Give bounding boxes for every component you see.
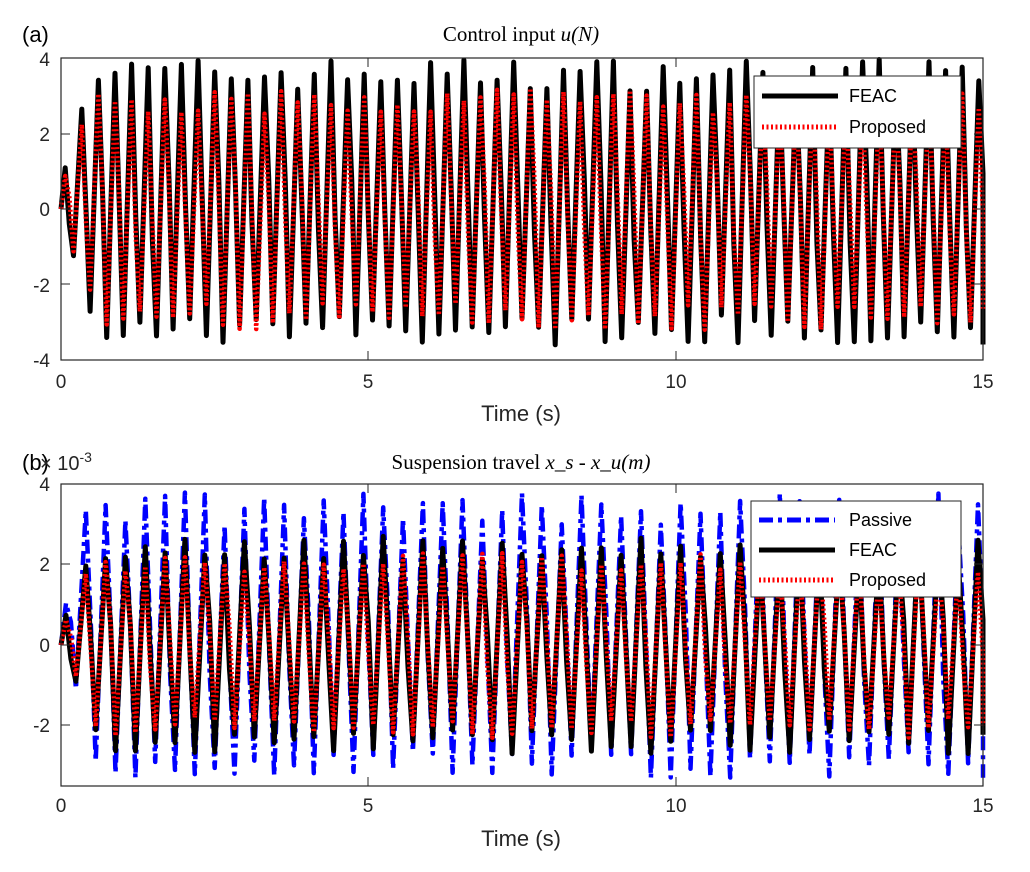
panel-a-label: (a): [22, 22, 49, 47]
panel-b-xlabel: Time (s): [481, 826, 561, 851]
panel-a-ytick-neg4: -4: [33, 351, 50, 372]
panel-a-xtick-5: 5: [363, 372, 374, 393]
panel-a-tick-marks: [61, 58, 983, 360]
panel-b: (b) × 10-3 Suspension travel x_s - x_u(m…: [22, 449, 994, 851]
panel-b-ytick-2: 2: [39, 555, 50, 576]
panel-b-axes-box: [60, 483, 984, 787]
panel-b-xtick-5: 5: [363, 796, 374, 817]
panel-b-legend-feac: FEAC: [849, 540, 897, 560]
panel-a-ytick-4: 4: [39, 50, 50, 71]
panel-b-xtick-10: 10: [665, 796, 686, 817]
panel-a-legend: FEAC Proposed: [753, 75, 962, 149]
panel-a-legend-proposed: Proposed: [849, 117, 926, 137]
panel-a-ytick-0: 0: [39, 200, 50, 221]
panel-b-legend-proposed: Proposed: [849, 570, 926, 590]
panel-b-legend-passive: Passive: [849, 510, 912, 530]
panel-a-xtick-10: 10: [665, 372, 686, 393]
panel-b-xtick-0: 0: [56, 796, 67, 817]
panel-b-exponent: × 10-3: [40, 449, 92, 475]
panel-a-ytick-2: 2: [39, 125, 50, 146]
panel-b-ytick-neg2: -2: [33, 716, 50, 737]
panel-a-plot-area: [58, 57, 986, 348]
panel-b-ytick-0: 0: [39, 636, 50, 657]
panel-a-legend-feac: FEAC: [849, 86, 897, 106]
panel-b-label: (b): [22, 450, 49, 475]
panel-b-plot-area: [58, 490, 986, 780]
panel-b-legend: Passive FEAC Proposed: [750, 500, 962, 598]
series-line-proposed: [58, 551, 986, 740]
panel-a: (a) Control input u(N) 4 2 0 -2 -4 0 5 1…: [22, 22, 994, 426]
panel-a-legend-box: [753, 75, 962, 149]
panel-b-title: Suspension travel x_s - x_u(m): [392, 450, 651, 474]
panel-b-ytick-4: 4: [39, 475, 50, 496]
panel-b-xtick-15: 15: [972, 796, 993, 817]
panel-a-title: Control input u(N): [443, 22, 599, 46]
panel-b-tick-marks: [61, 484, 983, 786]
panel-a-xtick-0: 0: [56, 372, 67, 393]
panel-a-ytick-neg2: -2: [33, 276, 50, 297]
series-line-proposed: [58, 86, 986, 332]
panel-a-xlabel: Time (s): [481, 401, 561, 426]
panel-a-xtick-15: 15: [972, 372, 993, 393]
